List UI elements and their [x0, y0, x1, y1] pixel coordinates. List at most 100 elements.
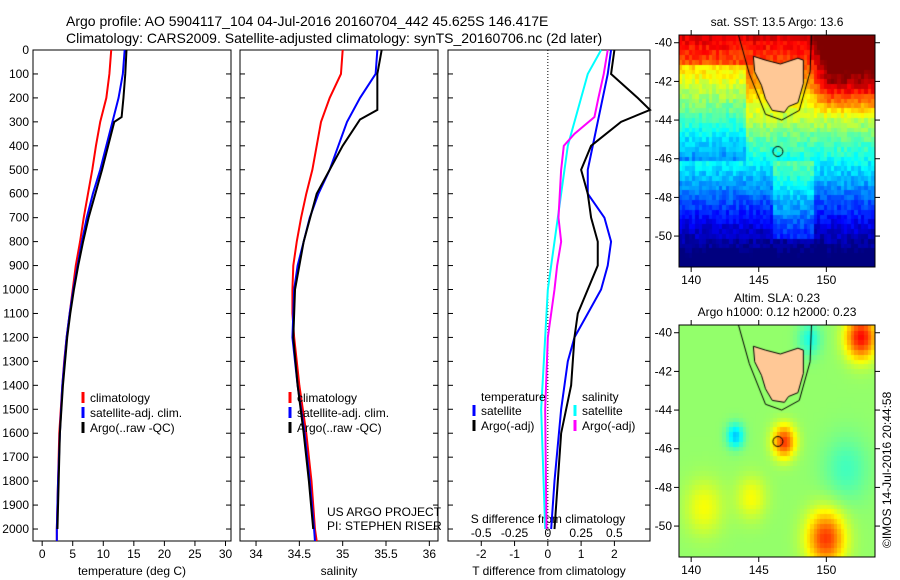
x-tick-label: 15 — [127, 547, 141, 561]
x-tick-label: 36 — [423, 547, 437, 561]
legend-entry: Argo(..raw -QC) — [90, 421, 175, 435]
lat-tick-label: -48 — [655, 190, 673, 204]
lon-tick-label: 150 — [816, 273, 836, 287]
sla-map-frame — [678, 324, 876, 558]
depth-tick-label: 1600 — [2, 426, 29, 440]
lat-tick-label: -50 — [655, 519, 673, 533]
x-tick-label: 1 — [578, 547, 585, 561]
depth-tick-label: 400 — [9, 139, 29, 153]
depth-tick-label: 1200 — [2, 330, 29, 344]
panel-frame-salinity — [239, 49, 439, 542]
x-axis-label: salinity — [321, 564, 358, 578]
series-line-t-argo-adj- — [553, 49, 652, 530]
legend-entry: Argo(-adj) — [582, 419, 635, 433]
series-line-climatology — [55, 49, 113, 541]
depth-tick-label: 1900 — [2, 498, 29, 512]
s-axis-label: S difference from climatology — [471, 512, 626, 526]
imos-stamp: ©IMOS 14-Jul-2016 20:44:58 — [880, 391, 894, 548]
depth-tick-label: 700 — [9, 211, 29, 225]
lon-tick-label: 145 — [749, 563, 769, 577]
lat-tick-label: -44 — [655, 403, 673, 417]
legend-header-salinity: salinity — [582, 390, 619, 404]
lat-tick-label: -40 — [655, 326, 673, 340]
legend-entry: satellite-adj. clim. — [90, 406, 182, 420]
legend-entry: satellite-adj. clim. — [297, 406, 389, 420]
depth-tick-label: 1800 — [2, 474, 29, 488]
series-line-s-satellite — [540, 49, 602, 530]
depth-tick-label: 900 — [9, 259, 29, 273]
series-line-satellite-adj-clim- — [291, 49, 379, 542]
x-tick-label: 34.5 — [288, 547, 312, 561]
series-line-s-argo-adj- — [544, 49, 609, 530]
depth-tick-label: 100 — [9, 67, 29, 81]
legend-entry: climatology — [90, 391, 150, 405]
x-tick-label: 5 — [69, 547, 76, 561]
sla-map-title2: Argo h1000: 0.12 h2000: 0.23 — [698, 305, 857, 319]
lon-tick-label: 140 — [681, 273, 701, 287]
lat-tick-label: -50 — [655, 229, 673, 243]
x-tick-label: -1 — [509, 547, 520, 561]
depth-tick-label: 200 — [9, 91, 29, 105]
x-tick-label: 30 — [219, 547, 233, 561]
series-line-argo-raw-qc- — [292, 49, 383, 530]
x-tick-label: 0 — [544, 547, 551, 561]
sst-map-title: sat. SST: 13.5 Argo: 13.6 — [711, 15, 844, 29]
depth-tick-label: 1100 — [3, 306, 29, 320]
depth-tick-label: 600 — [9, 187, 29, 201]
legend-entry: climatology — [297, 391, 357, 405]
lat-tick-label: -42 — [655, 74, 673, 88]
lat-tick-label: -42 — [655, 364, 673, 378]
x-tick-label: 2 — [611, 547, 618, 561]
lon-tick-label: 150 — [816, 563, 836, 577]
credit-pi: PI: STEPHEN RISER — [327, 519, 442, 533]
legend-entry: satellite — [582, 404, 623, 418]
lat-tick-label: -46 — [655, 442, 673, 456]
lat-tick-label: -46 — [655, 152, 673, 166]
depth-tick-label: 1700 — [2, 450, 29, 464]
credit-project: US ARGO PROJECT — [327, 505, 442, 519]
s-tick-label: -0.5 — [471, 526, 492, 540]
x-tick-label: 35.5 — [374, 547, 398, 561]
lon-tick-label: 145 — [749, 273, 769, 287]
series-line-climatology — [291, 49, 344, 542]
depth-tick-label: 1300 — [2, 354, 29, 368]
legend-header-temperature: temperature — [481, 390, 546, 404]
depth-tick-label: 300 — [9, 115, 29, 129]
sla-map-title1: Altim. SLA: 0.23 — [734, 291, 820, 305]
x-tick-label: -2 — [476, 547, 487, 561]
series-line-t-satellite — [550, 49, 613, 530]
s-tick-label: 0 — [544, 526, 551, 540]
legend-entry: Argo(-adj) — [481, 419, 534, 433]
legend-entry: satellite — [481, 404, 522, 418]
series-line-argo-raw-qc- — [56, 49, 128, 530]
depth-tick-label: 1500 — [2, 402, 29, 416]
depth-tick-label: 2000 — [2, 522, 29, 536]
depth-tick-label: 500 — [9, 163, 29, 177]
x-axis-label: temperature (deg C) — [78, 564, 186, 578]
panel-frame-temperature — [32, 49, 232, 542]
x-tick-label: 35 — [336, 547, 350, 561]
x-tick-label: 34 — [249, 547, 263, 561]
panel-frame-difference — [447, 49, 651, 542]
x-tick-label: 0 — [39, 547, 46, 561]
s-tick-label: -0.25 — [501, 526, 529, 540]
x-axis-label: T difference from climatology — [472, 564, 626, 578]
legend-entry: Argo(..raw -QC) — [297, 421, 382, 435]
depth-tick-label: 1000 — [2, 283, 29, 297]
title-line2: Climatology: CARS2009. Satellite-adjuste… — [66, 30, 602, 46]
depth-tick-label: 0 — [22, 43, 29, 57]
lat-tick-label: -48 — [655, 480, 673, 494]
sla-map-canvas — [679, 325, 875, 557]
lat-tick-label: -44 — [655, 113, 673, 127]
depth-tick-label: 800 — [9, 235, 29, 249]
depth-tick-label: 1400 — [2, 378, 29, 392]
x-tick-label: 25 — [188, 547, 202, 561]
lon-tick-label: 140 — [681, 563, 701, 577]
sst-map-frame — [678, 34, 876, 268]
title-line1: Argo profile: AO 5904117_104 04-Jul-2016… — [66, 13, 548, 29]
x-tick-label: 10 — [97, 547, 111, 561]
x-tick-label: 20 — [158, 547, 172, 561]
lat-tick-label: -40 — [655, 36, 673, 50]
s-tick-label: 0.5 — [606, 526, 623, 540]
